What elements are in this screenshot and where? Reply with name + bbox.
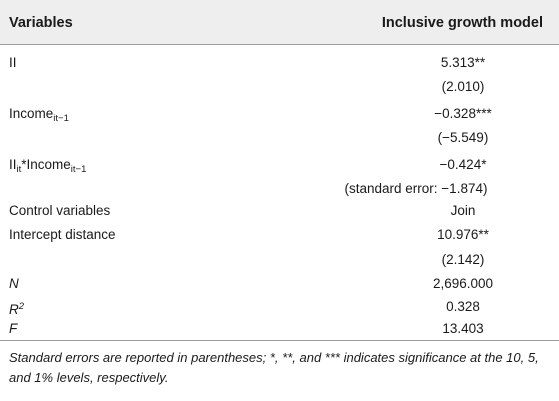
row-value: −0.424* [439,157,487,172]
row-variable: II [9,55,17,70]
row-variable: Intercept distance [9,227,116,242]
row-value: (2.142) [441,252,485,267]
table-row-control-variables: Control variables Join [0,199,559,223]
variables-column-header: Variables [9,15,73,31]
variable-name: Income [9,106,54,121]
table-row-n: N 2,696.000 [0,272,559,296]
row-variable: IIit*Incomeit−1 [9,153,86,182]
row-value: 5.313** [440,55,486,70]
row-value: 0.328 [446,299,480,314]
table-header: Variables Inclusive growth model [0,0,559,45]
table-row-r2: R2 0.328 [0,295,559,319]
row-variable: N [9,276,19,291]
row-value: (2.010) [441,79,485,94]
table-row-intercept-se: (2.142) [0,248,559,272]
variable-subscript: it−1 [53,113,69,124]
table-row-interaction-se: (standard error: −1.874) [0,177,559,201]
row-value: (standard error: −1.874) [344,181,488,196]
variable-subscript: it−1 [70,164,87,175]
row-variable: Control variables [9,203,111,218]
variable-subscript: it [16,164,22,175]
row-value: 13.403 [442,321,484,336]
table-row-ii: II 5.313** [0,51,559,75]
row-variable: Incomeit−1 [9,102,69,131]
row-value: Join [450,203,476,218]
row-variable: F [9,321,18,336]
row-value: 2,696.000 [432,276,494,291]
table-row-intercept: Intercept distance 10.976** [0,223,559,247]
table-row-interaction: IIit*Incomeit−1 −0.424* [0,153,559,177]
row-value: (−5.549) [437,130,489,145]
row-value: −0.328*** [434,106,492,121]
table-footnote: Standard errors are reported in parenthe… [9,350,539,385]
variable-name: R [9,302,19,317]
row-variable: R2 [9,295,24,322]
model-column-header: Inclusive growth model [381,15,543,31]
table-row-income-se: (−5.549) [0,126,559,150]
row-value: 10.976** [437,227,489,242]
variable-name-part: *Income [21,157,71,172]
variable-name: II [9,157,17,172]
variable-superscript: 2 [18,301,25,312]
table-row-f: F 13.403 [0,317,559,341]
table-row-ii-se: (2.010) [0,75,559,99]
table-bottom-rule [0,340,559,341]
table-row-income: Incomeit−1 −0.328*** [0,102,559,126]
